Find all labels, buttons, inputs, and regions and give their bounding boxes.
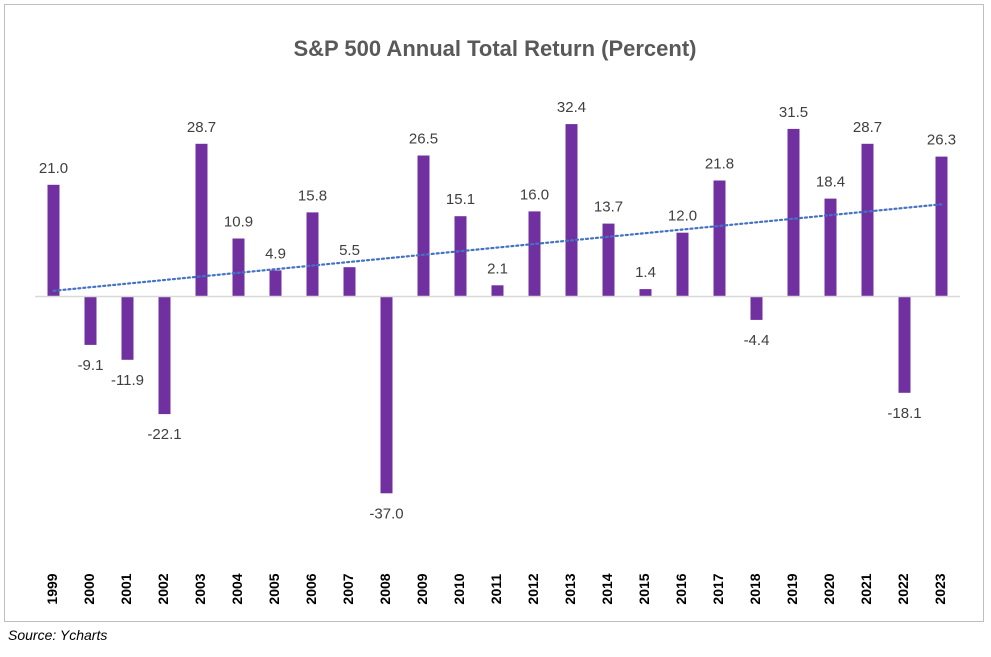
trendline xyxy=(52,203,943,292)
data-label-2009: 26.5 xyxy=(409,131,438,148)
x-tick-label-2017: 2017 xyxy=(710,573,726,604)
bar-2001 xyxy=(121,296,134,360)
x-tick-label-2002: 2002 xyxy=(155,573,171,604)
data-label-2005: 4.9 xyxy=(265,245,286,262)
source-note: Source: Ycharts xyxy=(8,627,108,643)
data-label-2016: 12.0 xyxy=(668,208,697,225)
x-tick-label-2000: 2000 xyxy=(81,573,97,604)
data-labels-group: 21.0 -9.1 -11.9 -22.1 28.7 10.9 4.9 15.8 5.5 -37.… xyxy=(39,99,956,522)
data-label-2004: 10.9 xyxy=(224,214,253,231)
bar-2000 xyxy=(84,296,97,345)
bar-2020 xyxy=(824,198,837,297)
x-tick-label-2009: 2009 xyxy=(414,573,430,604)
bar-2013 xyxy=(565,124,578,297)
data-label-2021: 28.7 xyxy=(853,119,882,136)
chart-title: S&P 500 Annual Total Return (Percent) xyxy=(293,36,696,61)
bar-2023 xyxy=(935,156,948,297)
data-label-2008: -37.0 xyxy=(369,505,403,522)
x-tick-label-2006: 2006 xyxy=(303,573,319,604)
x-tick-label-1999: 1999 xyxy=(44,573,60,604)
x-tick-label-2012: 2012 xyxy=(525,573,541,604)
data-label-2001: -11.9 xyxy=(111,372,144,389)
data-label-2012: 16.0 xyxy=(520,186,549,203)
data-label-2019: 31.5 xyxy=(779,104,808,121)
bar-2010 xyxy=(454,216,467,297)
x-tick-label-2015: 2015 xyxy=(636,573,652,604)
x-tick-label-2013: 2013 xyxy=(562,573,578,604)
bar-2015 xyxy=(639,289,652,297)
x-tick-label-2003: 2003 xyxy=(192,573,208,604)
data-label-2007: 5.5 xyxy=(339,242,360,259)
data-label-2010: 15.1 xyxy=(446,191,475,208)
data-label-2014: 13.7 xyxy=(594,199,623,216)
data-label-2002: -22.1 xyxy=(147,426,181,443)
data-label-1999: 21.0 xyxy=(39,160,68,177)
bar-2008 xyxy=(380,296,393,494)
x-tick-label-2018: 2018 xyxy=(747,573,763,604)
bar-2012 xyxy=(528,211,541,297)
bar-chart: S&P 500 Annual Total Return (Percent) 21… xyxy=(35,36,960,605)
x-tick-label-2005: 2005 xyxy=(266,573,282,604)
bar-2005 xyxy=(269,270,282,297)
bars-group xyxy=(47,124,948,494)
bar-2006 xyxy=(306,212,319,297)
data-label-2003: 28.7 xyxy=(187,119,216,136)
bar-2018 xyxy=(750,296,763,320)
x-tick-label-2004: 2004 xyxy=(229,573,245,604)
x-tick-label-2022: 2022 xyxy=(895,573,911,604)
data-label-2013: 32.4 xyxy=(557,99,586,116)
x-tick-label-2007: 2007 xyxy=(340,573,356,604)
x-tick-label-2019: 2019 xyxy=(784,573,800,604)
x-tick-label-2010: 2010 xyxy=(451,573,467,604)
data-label-2023: 26.3 xyxy=(927,132,956,149)
data-label-2017: 21.8 xyxy=(705,156,734,173)
data-label-2011: 2.1 xyxy=(487,260,508,277)
bar-1999 xyxy=(47,184,60,297)
bar-2002 xyxy=(158,296,171,415)
bar-2007 xyxy=(343,267,356,297)
x-tick-label-2016: 2016 xyxy=(673,573,689,604)
bar-2016 xyxy=(676,232,689,297)
data-label-2020: 18.4 xyxy=(816,174,845,191)
bar-2003 xyxy=(195,143,208,297)
bar-2022 xyxy=(898,296,911,393)
data-label-2000: -9.1 xyxy=(78,357,104,374)
data-label-2006: 15.8 xyxy=(298,187,327,204)
x-tick-label-2023: 2023 xyxy=(932,573,948,604)
data-label-2018: -4.4 xyxy=(744,332,770,349)
x-tick-labels-group: 1999 2000 2001 2002 2003 2004 2005 2006 2007 2008… xyxy=(44,573,948,604)
bar-2014 xyxy=(602,223,615,297)
bar-2011 xyxy=(491,285,504,297)
bar-2021 xyxy=(861,143,874,297)
chart-frame: S&P 500 Annual Total Return (Percent) 21… xyxy=(4,4,984,622)
x-tick-label-2020: 2020 xyxy=(821,573,837,604)
bar-2019 xyxy=(787,128,800,297)
data-label-2015: 1.4 xyxy=(635,264,656,281)
x-tick-label-2014: 2014 xyxy=(599,573,615,604)
x-tick-label-2001: 2001 xyxy=(118,573,134,604)
x-tick-label-2021: 2021 xyxy=(858,573,874,604)
data-label-2022: -18.1 xyxy=(887,405,921,422)
bar-2004 xyxy=(232,238,245,297)
x-tick-label-2011: 2011 xyxy=(488,574,504,605)
bar-2009 xyxy=(417,155,430,297)
x-tick-label-2008: 2008 xyxy=(377,573,393,604)
bar-2017 xyxy=(713,180,726,297)
